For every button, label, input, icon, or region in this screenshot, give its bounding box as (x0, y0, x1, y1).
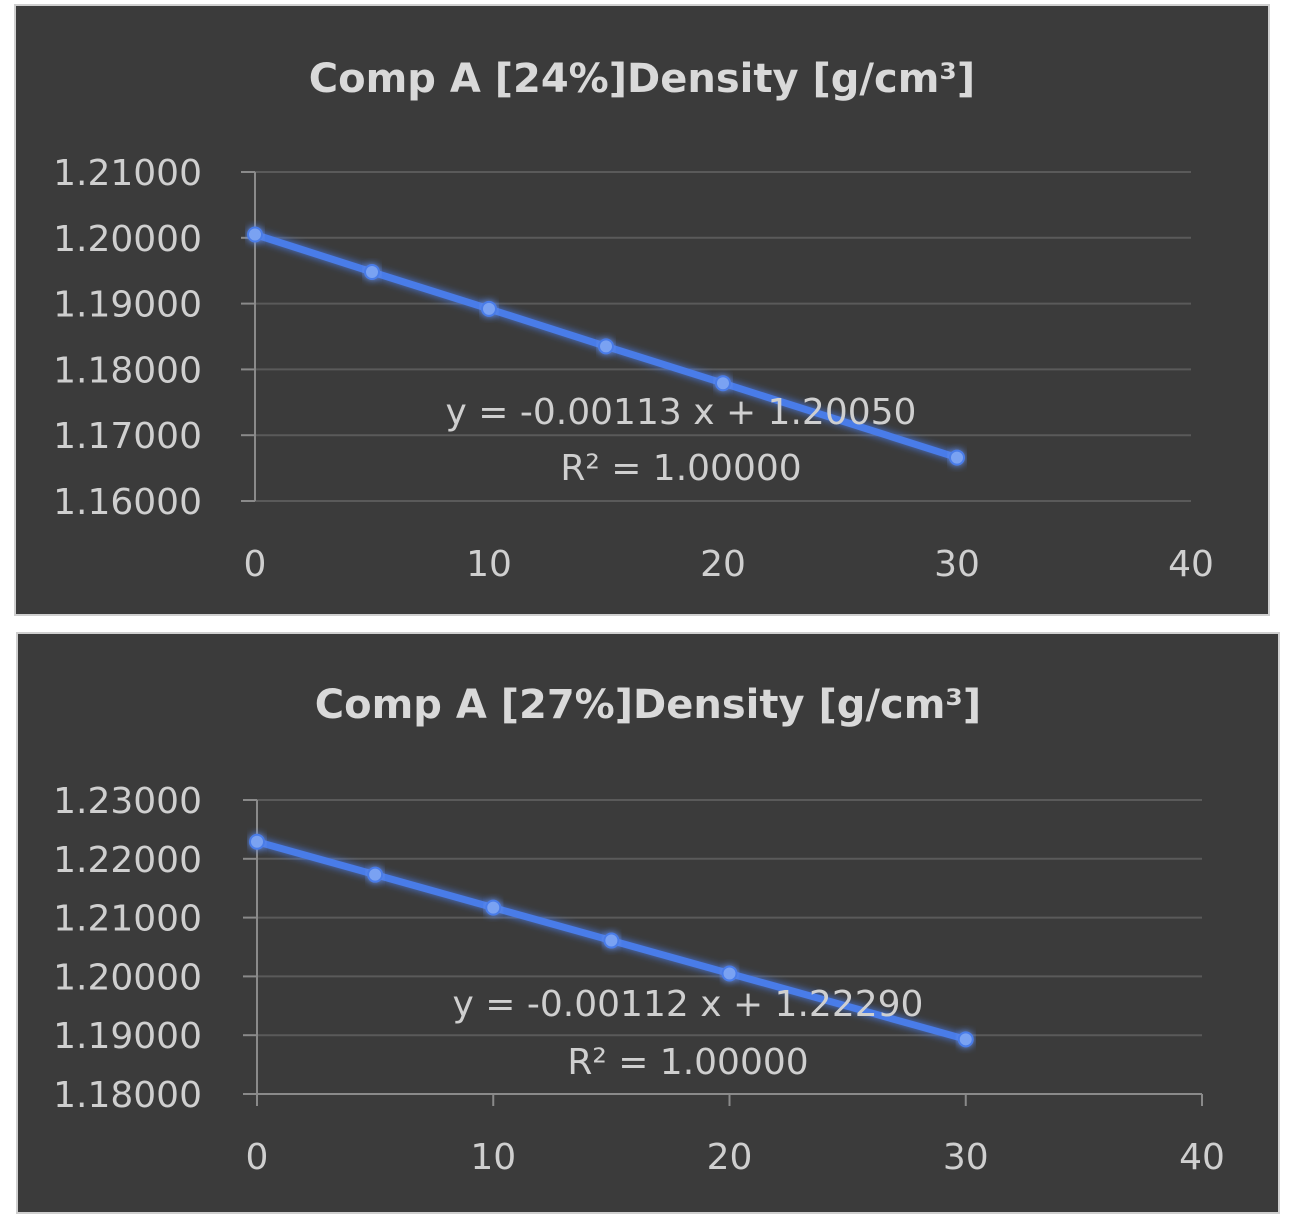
data-point (957, 1031, 974, 1048)
y-tick-label: 1.17000 (53, 416, 202, 457)
chart-plot: 1.18000 1.19000 1.20000 1.21000 1.22000 1.230… (53, 781, 1225, 1178)
y-tick-label: 1.18000 (53, 350, 202, 391)
data-point (721, 965, 738, 982)
y-tick-label: 1.21000 (53, 153, 202, 194)
x-tick-label: 0 (246, 1137, 269, 1178)
data-point (367, 866, 384, 883)
data-point (364, 264, 380, 281)
chart-plot: 1.16000 1.17000 1.18000 1.19000 1.20000 1.210… (53, 153, 1214, 585)
x-tick-label: 20 (700, 544, 746, 585)
y-tick-label: 1.21000 (53, 899, 202, 940)
r-squared-label: R² = 1.00000 (567, 1042, 808, 1083)
data-point (715, 375, 731, 392)
r-squared-label: R² = 1.00000 (560, 448, 801, 489)
data-point (598, 338, 614, 355)
x-tick-label: 40 (1168, 544, 1214, 585)
chart-title: Comp A [27%]Density [g/cm³] (314, 682, 982, 728)
x-tick-label: 0 (244, 544, 267, 585)
y-tick-label: 1.20000 (53, 957, 202, 998)
data-point (481, 300, 497, 317)
y-tick-label: 1.19000 (53, 1016, 202, 1057)
x-tick-label: 20 (707, 1137, 753, 1178)
x-tick-label: 40 (1179, 1137, 1225, 1178)
y-tick-label: 1.16000 (53, 482, 202, 523)
x-tick-label: 10 (466, 544, 512, 585)
y-tick-label: 1.18000 (53, 1075, 202, 1116)
data-point (249, 833, 265, 850)
chart-title: Comp A [24%]Density [g/cm³] (308, 56, 976, 102)
x-tick-label: 10 (470, 1137, 516, 1178)
data-point (247, 226, 263, 243)
data-point (485, 899, 502, 916)
series-line (253, 838, 970, 1043)
x-tick-label: 30 (934, 544, 980, 585)
y-tick-label: 1.19000 (53, 285, 202, 326)
x-tick-label: 30 (943, 1137, 989, 1178)
trendline-equation: y = -0.00112 x + 1.22290 (453, 984, 924, 1025)
data-point (949, 449, 965, 466)
y-tick-label: 1.23000 (53, 781, 202, 822)
chart-panel-24: Comp A [24%]Density [g/cm³] 1.16000 1.170… (14, 4, 1270, 616)
chart-panel-27: Comp A [27%]Density [g/cm³] 1.18000 1.190… (16, 632, 1280, 1214)
series-line (251, 231, 961, 462)
trendline-equation: y = -0.00113 x + 1.20050 (446, 392, 917, 433)
y-tick-label: 1.22000 (53, 840, 202, 881)
data-point (603, 932, 620, 949)
y-tick-label: 1.20000 (53, 219, 202, 260)
